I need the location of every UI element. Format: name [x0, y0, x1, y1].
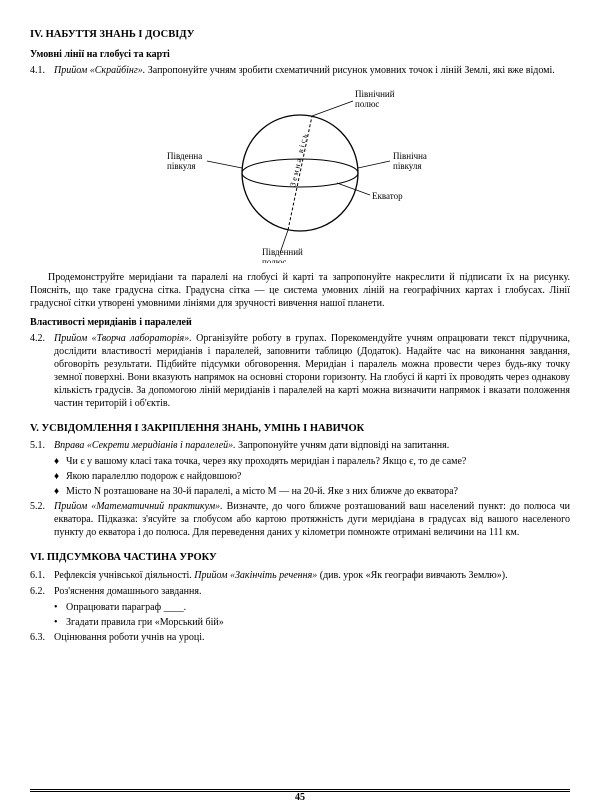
pre: Рефлексія учнівської діяльності.: [54, 570, 194, 581]
text: Організуйте роботу в групах. Порекоменду…: [54, 333, 570, 409]
bullet-item: ♦Місто N розташоване на 30-й паралелі, а…: [54, 485, 570, 498]
item-4-1: 4.1. Прийом «Скрайбінг». Запропонуйте уч…: [30, 64, 570, 77]
bullet-mark: ♦: [54, 485, 66, 498]
item-4-2: 4.2. Прийом «Творча лабораторія». Органі…: [30, 332, 570, 410]
item-body: Прийом «Скрайбінг». Запропонуйте учням з…: [54, 64, 570, 77]
item-num: 5.2.: [30, 500, 54, 539]
sub-4-1-title: Умовні лінії на глобусі та карті: [30, 48, 570, 61]
bullet-item: •Згадати правила гри «Морський бій»: [54, 616, 570, 629]
item-num: 5.1.: [30, 439, 54, 452]
svg-text:полюс: полюс: [355, 99, 379, 109]
item-body: Вправа «Секрети меридіанів і паралелей».…: [54, 439, 570, 452]
item-num: 6.3.: [30, 631, 54, 644]
section-5-title: V. УСВІДОМЛЕННЯ І ЗАКРІПЛЕННЯ ЗНАНЬ, УМІ…: [30, 422, 570, 436]
svg-text:півкуля: півкуля: [393, 161, 422, 171]
south-pole-label: Південний: [262, 247, 303, 257]
item-6-3: 6.3. Оцінювання роботи учнів на уроці.: [30, 631, 570, 644]
item-num: 4.2.: [30, 332, 54, 410]
svg-text:півкуля: півкуля: [167, 161, 196, 171]
lead: Прийом «Закінчіть речення»: [194, 570, 317, 581]
svg-text:полюс: полюс: [262, 257, 286, 263]
bullet-body: Згадати правила гри «Морський бій»: [66, 616, 570, 629]
lead: Прийом «Математичний практикум».: [54, 501, 223, 512]
item-6-1: 6.1. Рефлексія учнівської діяльності. Пр…: [30, 569, 570, 582]
equator-label: Екватор: [372, 191, 403, 201]
item-body: Роз'яснення домашнього завдання.: [54, 585, 570, 598]
item-num: 6.1.: [30, 569, 54, 582]
item-num: 4.1.: [30, 64, 54, 77]
item-body: Прийом «Творча лабораторія». Організуйте…: [54, 332, 570, 410]
sub-4-2-title: Властивості меридіанів і паралелей: [30, 316, 570, 329]
item-6-2: 6.2. Роз'яснення домашнього завдання.: [30, 585, 570, 598]
item-body: Прийом «Математичний практикум». Визначт…: [54, 500, 570, 539]
lead: Прийом «Скрайбінг».: [54, 65, 145, 76]
item-5-2: 5.2. Прийом «Математичний практикум». Ви…: [30, 500, 570, 539]
north-hem-label: Північна: [393, 151, 427, 161]
post: (див. урок «Як географи вивчають Землю»)…: [317, 570, 507, 581]
item-body: Оцінювання роботи учнів на уроці.: [54, 631, 570, 644]
item-num: 6.2.: [30, 585, 54, 598]
north-pole-label: Північний: [355, 89, 395, 99]
section-6-title: VI. ПІДСУМКОВА ЧАСТИНА УРОКУ: [30, 551, 570, 565]
text: Запропонуйте учням дати відповіді на зап…: [236, 440, 450, 451]
bullet-mark: ♦: [54, 470, 66, 483]
bullet-mark: ♦: [54, 455, 66, 468]
item-5-1: 5.1. Вправа «Секрети меридіанів і парале…: [30, 439, 570, 452]
south-hem-label: Південна: [167, 151, 202, 161]
bullet-item: •Опрацювати параграф ____.: [54, 601, 570, 614]
lead: Вправа «Секрети меридіанів і паралелей».: [54, 440, 236, 451]
bullet-body: Якою паралеллю подорож є найдовшою?: [66, 470, 570, 483]
bullet-item: ♦Якою паралеллю подорож є найдовшою?: [54, 470, 570, 483]
globe-diagram: Північний полюс Південний полюс Північна…: [30, 83, 570, 263]
bullet-mark: •: [54, 616, 66, 629]
text: Запропонуйте учням зробити схематичний р…: [145, 65, 555, 76]
item-body: Рефлексія учнівської діяльності. Прийом …: [54, 569, 570, 582]
page-number: 45: [0, 791, 600, 804]
bullet-mark: •: [54, 601, 66, 614]
section-4-title: IV. НАБУТТЯ ЗНАНЬ І ДОСВІДУ: [30, 28, 570, 42]
bullet-body: Опрацювати параграф ____.: [66, 601, 570, 614]
bullet-item: ♦Чи є у вашому класі така точка, через я…: [54, 455, 570, 468]
bullet-body: Місто N розташоване на 30-й паралелі, а …: [66, 485, 570, 498]
bullet-body: Чи є у вашому класі така точка, через як…: [66, 455, 570, 468]
para-after-diagram: Продемонструйте меридіани та паралелі на…: [30, 271, 570, 310]
lead: Прийом «Творча лабораторія».: [54, 333, 192, 344]
